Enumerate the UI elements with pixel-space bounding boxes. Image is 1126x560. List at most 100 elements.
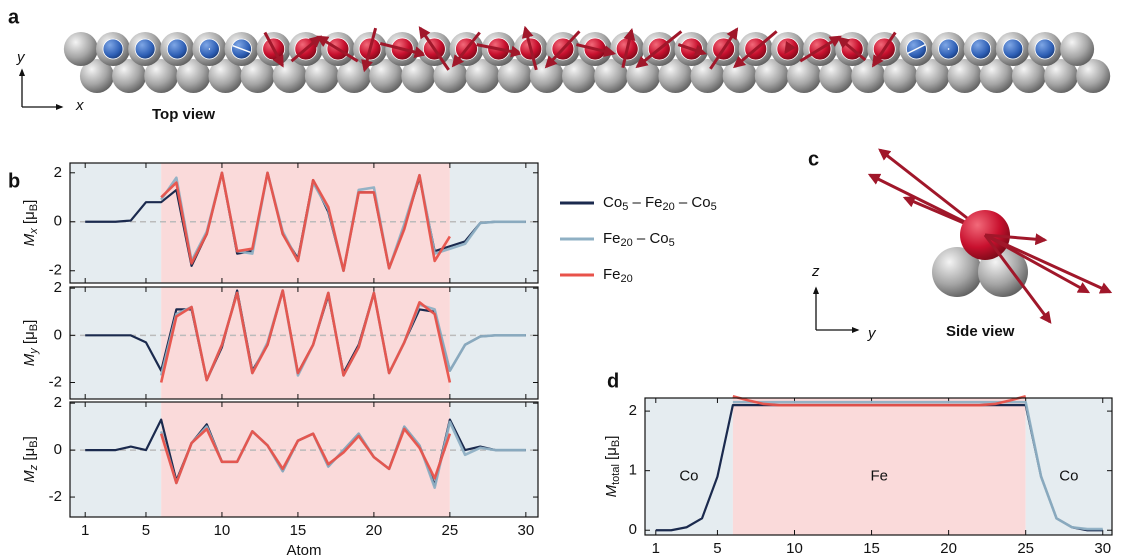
region-label: Fe — [871, 467, 889, 484]
series-line — [732, 400, 1103, 531]
moment-arrow — [232, 45, 251, 53]
moment-arrow — [290, 35, 322, 63]
substrate-atom — [208, 59, 243, 93]
y-tick-label: -2 — [49, 373, 62, 390]
substrate-atom — [883, 59, 918, 93]
label-part: [μ — [603, 447, 620, 464]
axis-name: x — [75, 97, 84, 114]
label-part: M — [603, 484, 620, 497]
substrate-atom — [497, 59, 532, 93]
side-view — [867, 148, 1113, 324]
x-tick-label: 25 — [442, 522, 459, 539]
moment-arrow — [263, 31, 284, 68]
label-part: y — [28, 347, 40, 355]
legend-label: Fe20 — [603, 266, 633, 285]
y-axis-label: Mz [μB] — [21, 436, 40, 483]
y-tick-label: 2 — [629, 402, 637, 419]
label-part: M — [21, 353, 38, 366]
label-part: 5 — [711, 201, 717, 213]
label-part: Fe — [603, 230, 621, 247]
substrate-atom — [594, 59, 629, 93]
axis-name: y — [16, 49, 26, 66]
moment-arrow — [677, 43, 707, 57]
top-view — [63, 25, 1111, 93]
plot-frame — [69, 162, 539, 284]
y-tick-label: 2 — [54, 394, 62, 411]
label-part: – Co — [675, 194, 711, 211]
substrate-atom — [851, 59, 886, 93]
substrate-atom — [562, 59, 596, 93]
y-tick-label: 0 — [54, 326, 62, 343]
substrate-atom — [63, 32, 98, 66]
x-tick-label: 20 — [940, 540, 957, 557]
substrate-atom — [79, 59, 114, 93]
region — [645, 398, 733, 535]
substrate-atom — [1076, 59, 1111, 93]
x-tick-label: 1 — [652, 540, 660, 557]
plot-frame — [644, 397, 1113, 536]
moment-arrow — [544, 30, 581, 69]
moment-arrow — [733, 30, 778, 69]
co-atom — [1002, 38, 1024, 60]
x-axis-label: Atom — [286, 542, 321, 559]
label-part: [μ — [21, 448, 38, 465]
label-part: ] — [21, 200, 38, 204]
substrate-atom — [947, 59, 982, 93]
substrate-atom — [176, 59, 211, 93]
substrate-atom — [1044, 59, 1079, 93]
label-part: 5 — [622, 201, 628, 213]
label-part: z — [28, 464, 40, 471]
label-part: Co — [603, 194, 622, 211]
substrate-atom — [626, 59, 661, 93]
label-part: ] — [603, 436, 620, 440]
y-tick-label: 1 — [629, 462, 637, 479]
substrate-atom — [369, 59, 404, 93]
label-part: [μ — [21, 211, 38, 228]
label-part: 20 — [621, 273, 633, 285]
axis-name: z — [811, 263, 820, 280]
y-axis-label: My [μB] — [21, 320, 40, 367]
axis-name: y — [867, 325, 877, 342]
substrate-atom — [304, 59, 339, 93]
series-line — [159, 427, 452, 485]
view-label: Side view — [946, 323, 1015, 340]
co-atom — [134, 38, 156, 60]
substrate-atom — [786, 59, 821, 93]
x-tick-label: 30 — [518, 522, 535, 539]
label-part: total — [610, 464, 622, 485]
co-atom — [970, 38, 992, 60]
moment-arrow — [709, 27, 739, 70]
substrate-atom — [819, 59, 854, 93]
view-label: Top view — [152, 106, 215, 123]
region — [70, 163, 162, 283]
substrate-atom — [144, 59, 179, 93]
panel-letter: c — [808, 148, 819, 170]
y-tick-label: 2 — [54, 279, 62, 296]
x-tick-label: 15 — [290, 522, 307, 539]
x-tick-label: 10 — [214, 522, 231, 539]
moment-arrow — [947, 47, 950, 51]
moment-arrow — [871, 31, 897, 68]
substrate-atom — [1011, 59, 1046, 93]
label-part: 20 — [621, 237, 633, 249]
moment-arrow — [361, 27, 378, 73]
label-part: [μ — [21, 331, 38, 348]
substrate-atom — [754, 59, 789, 93]
label-part: B — [28, 324, 40, 331]
substrate-atom — [658, 59, 693, 93]
moment-arrow — [621, 27, 636, 69]
region — [449, 287, 538, 399]
region — [732, 398, 1026, 535]
label-part: B — [610, 440, 622, 447]
label-part: Fe — [603, 266, 621, 283]
co-atom — [1034, 38, 1056, 60]
moment-arrow — [379, 42, 427, 58]
moment-arrow — [476, 43, 524, 58]
moment-arrow — [907, 43, 926, 55]
moment-arrow — [316, 35, 359, 63]
y-tick-label: 2 — [54, 164, 62, 181]
x-tick-label: 5 — [713, 540, 721, 557]
label-part: – Fe — [628, 194, 662, 211]
x-tick-label: 30 — [1094, 540, 1111, 557]
